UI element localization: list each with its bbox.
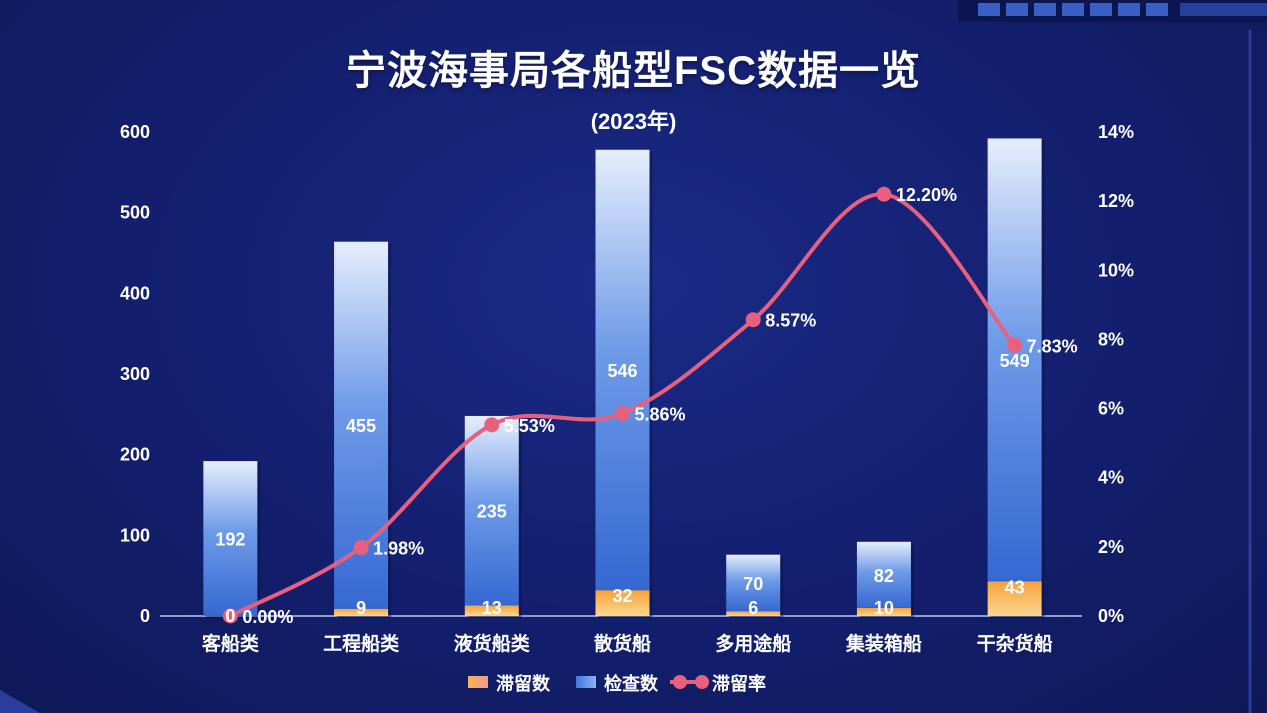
right-tick-label: 2% (1098, 537, 1124, 557)
legend-label: 滞留数 (496, 673, 551, 694)
bar-inspected (856, 541, 911, 608)
legend-marker-rate (673, 675, 687, 689)
legend-swatch-inspected (576, 676, 596, 688)
legend-label: 滞留率 (712, 673, 766, 694)
inspected-value-label: 192 (215, 530, 245, 550)
bar-inspected (726, 554, 781, 612)
rate-point (876, 186, 892, 202)
right-tick-label: 6% (1098, 399, 1124, 419)
inspected-value-label: 455 (346, 416, 376, 436)
bar-detained (726, 611, 781, 616)
chart-subtitle: (2023年) (590, 109, 677, 134)
right-tick-label: 0% (1098, 606, 1124, 626)
chart-title: 宁波海事局各船型FSC数据一览 (346, 49, 921, 93)
rate-value-label: 1.98% (373, 539, 424, 559)
x-axis-categories: 客船类 工程船类 液货船类 散货船 多用途船 集装箱船 干杂货船 (202, 632, 1053, 655)
category-label: 多用途船 (715, 632, 791, 655)
rate-value-label: 12.20% (896, 185, 957, 205)
rate-point (615, 405, 630, 421)
inspected-value-label: 549 (1000, 351, 1030, 371)
rate-point (222, 608, 238, 624)
bar-inspected (595, 149, 650, 591)
rate-point (484, 417, 500, 433)
detained-value-label: 0 (225, 606, 235, 626)
bar-detained (987, 581, 1042, 616)
left-tick-label: 0 (140, 606, 150, 626)
bar-detained (334, 608, 389, 616)
rate-value-label: 5.53% (504, 416, 555, 436)
legend-swatch-detained (468, 676, 488, 688)
right-tick-label: 14% (1098, 122, 1134, 142)
bar-inspected (464, 415, 519, 606)
category-label: 散货船 (594, 632, 651, 655)
right-tick-label: 4% (1098, 468, 1124, 488)
rate-point (745, 312, 761, 328)
data-labels: 192 0 455 9 235 13 546 32 70 6 82 10 549 43 (215, 351, 1029, 626)
inspected-value-label: 235 (477, 502, 507, 522)
right-y-axis: 0% 2% 4% 6% 8% 10% 12% 14% (1098, 122, 1134, 626)
left-tick-label: 600 (120, 122, 150, 142)
inspected-value-label: 546 (607, 361, 637, 381)
inspected-value-label: 70 (743, 574, 763, 594)
inspected-value-label: 82 (874, 566, 894, 586)
left-tick-label: 100 (120, 525, 150, 545)
bar-inspected (987, 138, 1042, 582)
bar-inspected (203, 461, 258, 616)
rate-point (353, 540, 369, 556)
bar-series (203, 138, 1045, 618)
legend-label: 检查数 (604, 673, 659, 694)
bar-detained (856, 607, 911, 616)
rate-line-series: 0.00% 1.98% 5.53% 5.86% 8.57% 12.20% 7.83% (222, 185, 1078, 627)
category-label: 客船类 (202, 632, 259, 655)
bar-detained (464, 605, 519, 616)
detained-value-label: 6 (748, 598, 758, 618)
category-label: 液货船类 (454, 632, 530, 655)
right-tick-label: 10% (1098, 260, 1134, 280)
legend: 滞留数 检查数 滞留率 (468, 673, 766, 694)
legend-marker-rate (695, 675, 709, 689)
detained-value-label: 43 (1005, 577, 1025, 597)
rate-value-label: 0.00% (242, 607, 293, 627)
left-tick-label: 200 (120, 445, 150, 465)
left-tick-label: 500 (120, 203, 150, 223)
left-tick-label: 400 (120, 283, 150, 303)
detained-value-label: 10 (874, 598, 894, 618)
rate-value-label: 7.83% (1027, 336, 1078, 356)
left-y-axis: 0 100 200 300 400 500 600 (120, 122, 150, 626)
category-label: 工程船类 (323, 632, 399, 655)
category-label: 集装箱船 (845, 632, 922, 655)
bar-detained (595, 590, 650, 616)
detained-value-label: 9 (356, 598, 366, 618)
category-label: 干杂货船 (977, 632, 1053, 655)
right-tick-label: 12% (1098, 191, 1134, 211)
rate-point (1007, 337, 1023, 353)
right-tick-label: 8% (1098, 329, 1124, 349)
detained-value-label: 32 (612, 586, 632, 606)
rate-value-label: 8.57% (765, 311, 816, 331)
rate-value-label: 5.86% (635, 404, 686, 424)
left-tick-label: 300 (120, 364, 150, 384)
detained-value-label: 13 (482, 598, 502, 618)
